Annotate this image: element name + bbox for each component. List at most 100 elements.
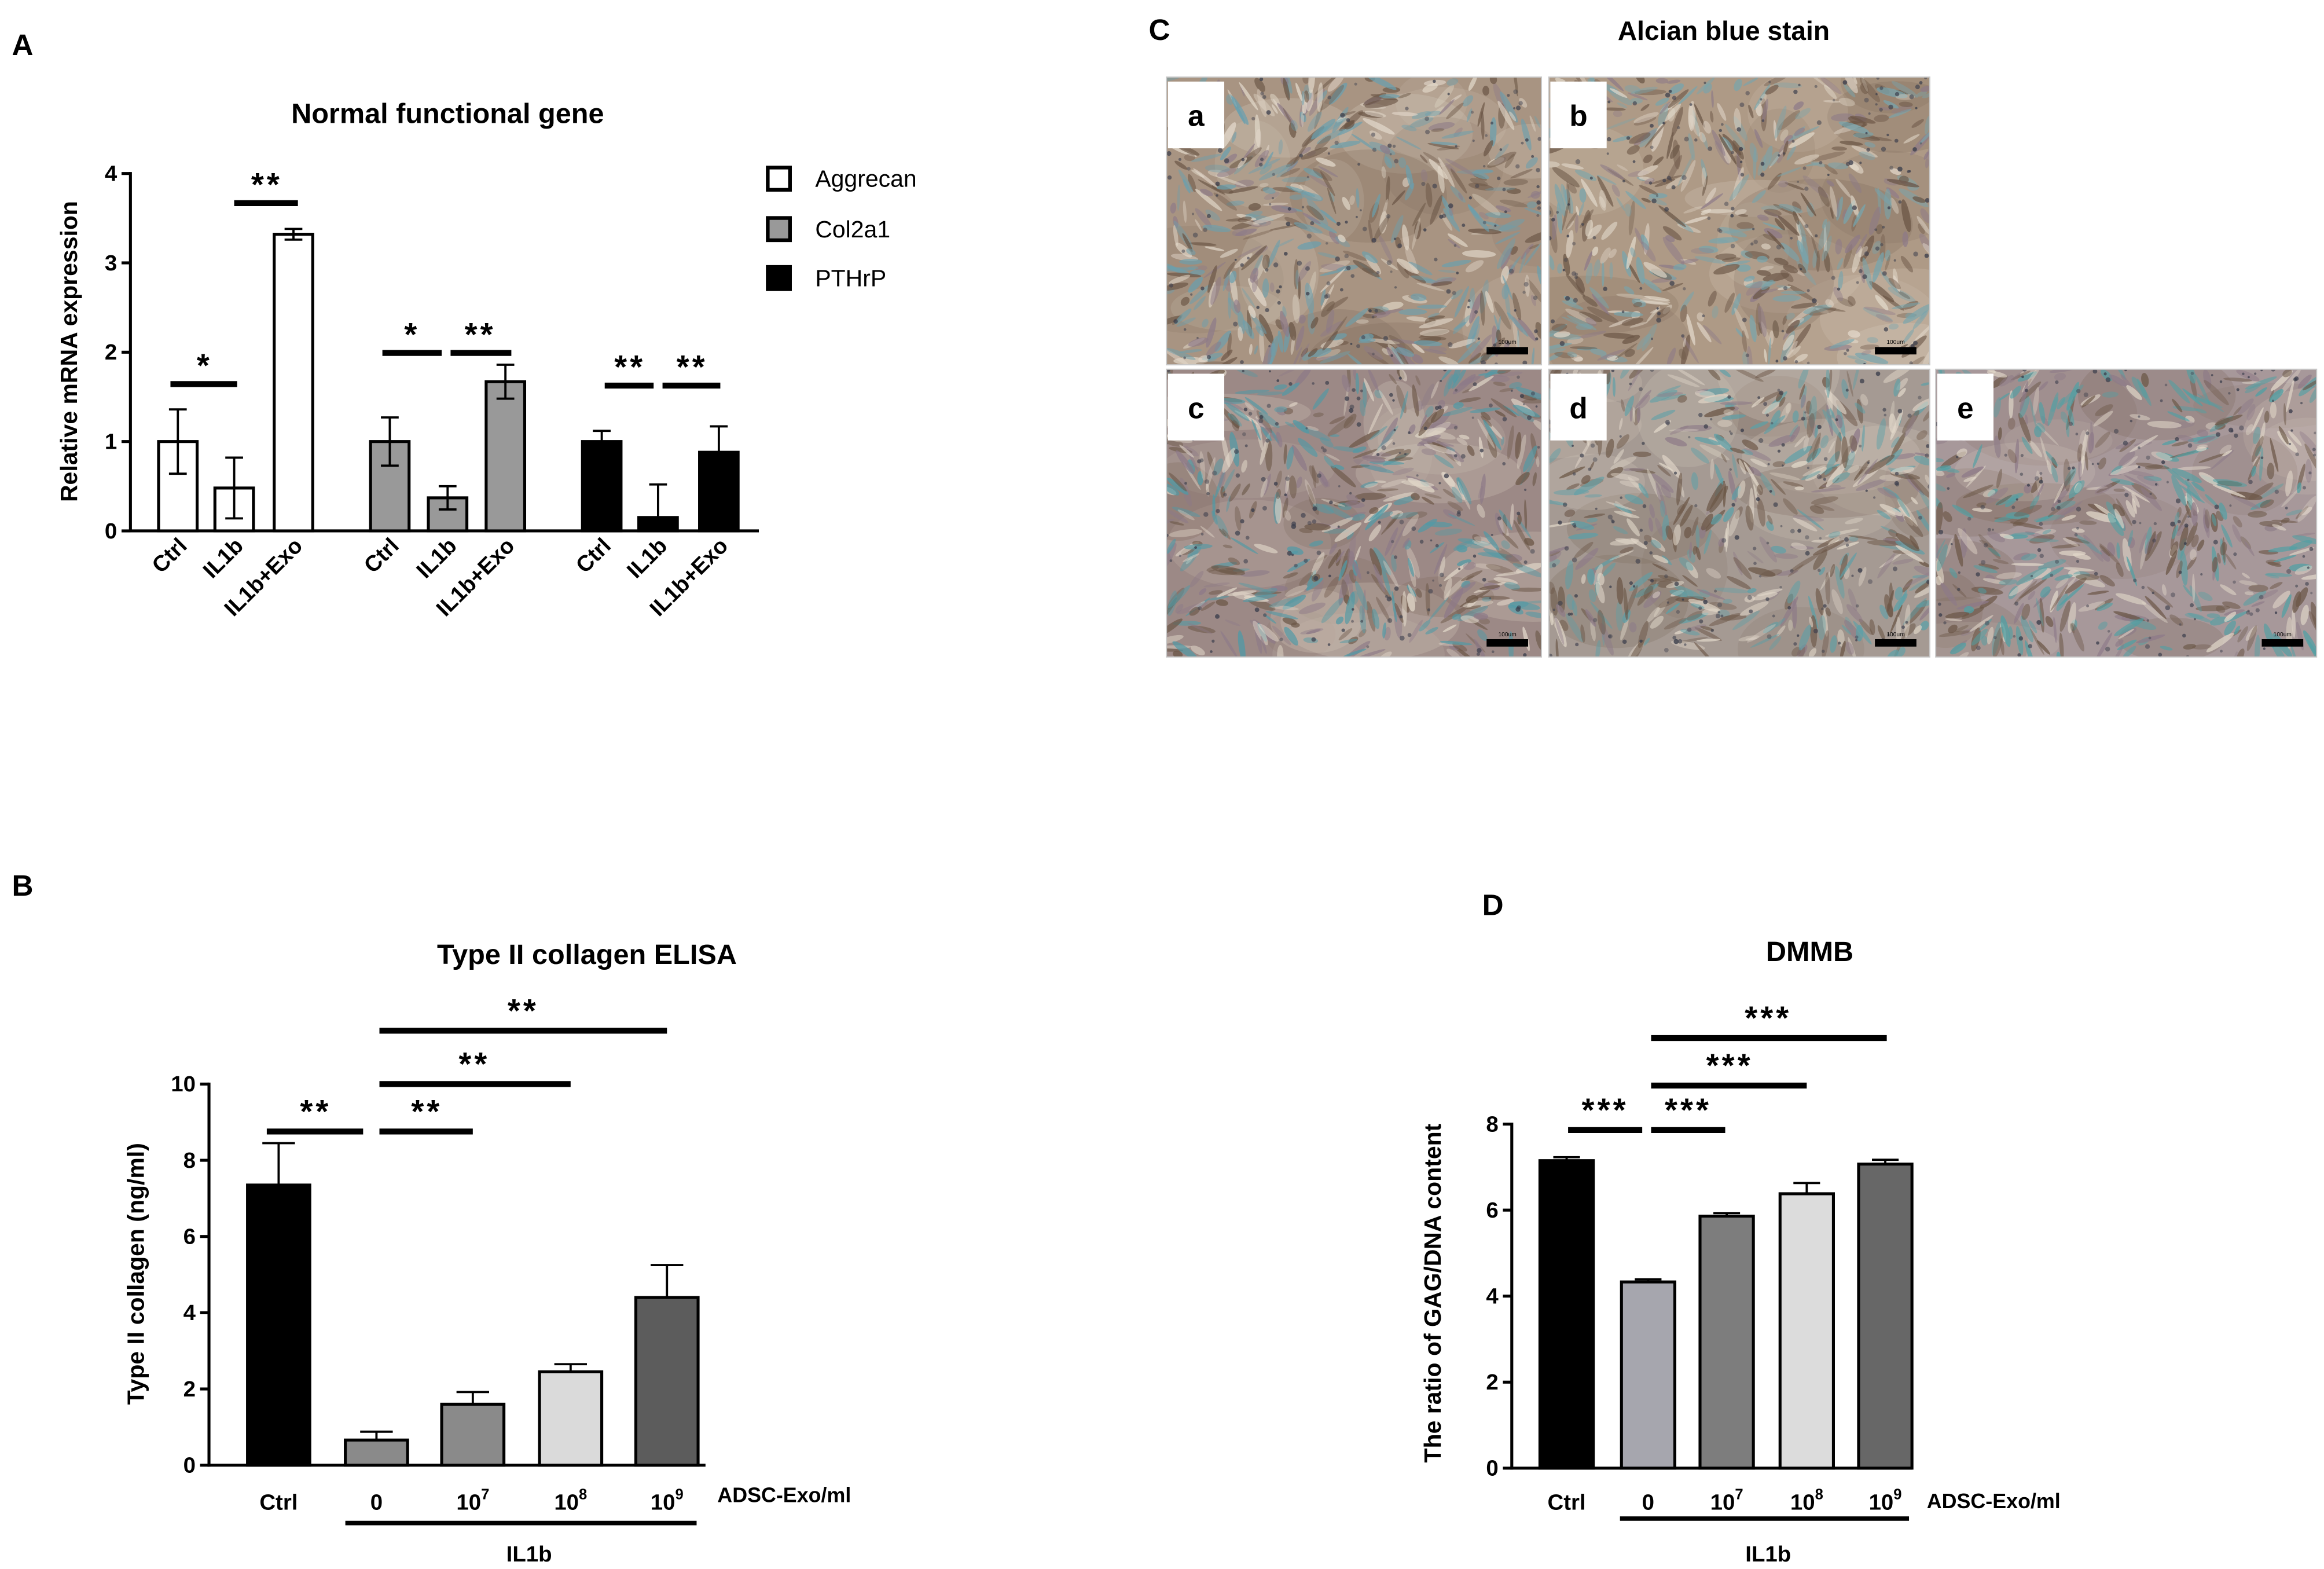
cell (1557, 263, 1563, 274)
cell (1277, 330, 1284, 353)
cell-nucleus (1259, 415, 1264, 419)
cell-nucleus (1858, 269, 1863, 273)
cell (1477, 504, 1485, 518)
cell (1919, 128, 1930, 145)
cell-nucleus (1166, 151, 1172, 156)
cell (1258, 412, 1280, 428)
cell-nucleus (2308, 471, 2312, 475)
cell (1769, 410, 1781, 428)
micrograph-border (1548, 368, 1930, 658)
cell (1200, 188, 1213, 196)
cell-nucleus (2249, 612, 2253, 616)
cell (1610, 472, 1640, 481)
cell (1282, 177, 1310, 183)
cell (1551, 323, 1567, 332)
cell (2042, 529, 2051, 534)
cell (1629, 406, 1633, 422)
cell (1718, 538, 1725, 547)
cell-nucleus (1346, 118, 1350, 122)
cell-nucleus (2295, 452, 2299, 457)
cell (1717, 239, 1729, 243)
cell (1468, 376, 1494, 391)
tissue-patch (1747, 77, 1848, 152)
cell (2000, 638, 2004, 655)
cell-nucleus (1360, 209, 1362, 212)
cell (1893, 379, 1901, 397)
cell (1747, 624, 1776, 643)
cell-nucleus (1793, 89, 1798, 94)
cell (1741, 449, 1753, 456)
cell (2272, 524, 2286, 531)
cell (1321, 597, 1343, 624)
cell (1374, 216, 1389, 241)
cell (1902, 410, 1920, 434)
cell (1452, 614, 1462, 620)
cell (1824, 467, 1833, 475)
cell-nucleus (1275, 421, 1279, 426)
cell (1624, 85, 1640, 93)
cell (1412, 203, 1426, 227)
cell-nucleus (1502, 462, 1506, 465)
cell-nucleus (1689, 103, 1692, 106)
cell-nucleus (1572, 523, 1577, 527)
cell (2281, 489, 2299, 508)
cell-nucleus (1574, 276, 1578, 279)
cell-nucleus (1527, 415, 1532, 420)
cell (2171, 475, 2187, 506)
cell (2120, 456, 2138, 470)
cell (1235, 506, 1242, 531)
cell (1912, 196, 1926, 203)
cell-nucleus (1865, 132, 1868, 135)
cell (1769, 472, 1800, 481)
cell (1568, 533, 1599, 540)
cell (1717, 102, 1727, 121)
cell (1713, 264, 1740, 275)
cell (1650, 540, 1662, 549)
cell-nucleus (1898, 200, 1902, 204)
cell (1824, 529, 1859, 537)
cell-nucleus (1513, 107, 1516, 109)
cell (1597, 175, 1614, 207)
cell (1695, 525, 1700, 548)
cell (1282, 306, 1287, 317)
cell (2013, 580, 2037, 605)
cell (1691, 472, 1699, 490)
cell (1250, 314, 1267, 335)
cell (1364, 98, 1398, 108)
bar-1 (1620, 1280, 1677, 1470)
cell (1501, 540, 1510, 549)
cell-nucleus (2160, 399, 2163, 402)
cell-nucleus (1305, 291, 1310, 296)
cell-nucleus (1462, 223, 1466, 228)
cell (1669, 83, 1684, 94)
cell-nucleus (1572, 472, 1576, 476)
cell (2248, 482, 2274, 500)
cell (1840, 141, 1863, 146)
cell-nucleus (1217, 148, 1223, 153)
cell (1681, 334, 1691, 365)
cell (1861, 77, 1868, 92)
cell (1322, 331, 1338, 351)
cell (1919, 561, 1930, 567)
cell-nucleus (1277, 300, 1281, 305)
cell (2111, 644, 2124, 657)
cell (1346, 531, 1354, 540)
cell (1759, 93, 1767, 105)
cell (1420, 383, 1434, 410)
cell (2232, 495, 2260, 509)
cell (1173, 225, 1178, 247)
cell (1548, 448, 1561, 463)
cell (1189, 570, 1204, 588)
cell (1840, 553, 1848, 580)
cell-nucleus (1753, 562, 1757, 565)
cell (1782, 315, 1787, 325)
cell-nucleus (1915, 107, 1918, 109)
cell-nucleus (1888, 104, 1893, 110)
cell (1425, 406, 1434, 417)
cell (1904, 516, 1923, 537)
cell (2195, 605, 2231, 611)
cell-nucleus (1517, 511, 1521, 515)
cell (1253, 214, 1284, 224)
cell (1869, 619, 1875, 635)
cell-nucleus (1475, 184, 1479, 188)
